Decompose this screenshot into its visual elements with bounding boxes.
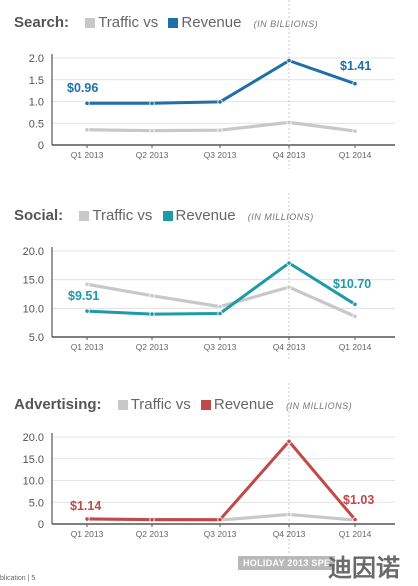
traffic-point xyxy=(217,304,223,310)
x-tick-label: Q4 2013 xyxy=(273,342,306,352)
data-label: $1.41 xyxy=(340,59,371,73)
y-tick-label: 1.0 xyxy=(29,97,44,109)
revenue-legend-label: Revenue xyxy=(213,396,274,413)
revenue-swatch xyxy=(168,18,179,28)
revenue-point xyxy=(352,301,358,307)
revenue-point xyxy=(84,516,90,522)
x-tick-label: Q2 2013 xyxy=(136,342,169,352)
traffic-swatch xyxy=(117,400,128,410)
x-tick-label: Q3 2013 xyxy=(204,529,237,539)
revenue-legend-label: Revenue xyxy=(175,207,236,224)
revenue-point xyxy=(149,517,155,523)
y-tick-label: 15.0 xyxy=(23,275,44,287)
x-tick-label: Q1 2014 xyxy=(339,342,372,352)
search-title: Search: xyxy=(14,14,70,31)
traffic-legend-label: Traffic vs xyxy=(130,396,191,413)
traffic-swatch xyxy=(85,18,96,28)
y-tick-label: 5.0 xyxy=(29,497,44,509)
revenue-point xyxy=(286,260,292,266)
x-tick-label: Q2 2013 xyxy=(136,529,169,539)
advertising-title: Advertising: xyxy=(14,396,102,413)
x-tick-label: Q2 2013 xyxy=(136,150,169,160)
revenue-point xyxy=(217,517,223,523)
units-label: (IN MILLIONS) xyxy=(247,212,314,222)
revenue-point xyxy=(149,311,155,317)
data-label: $1.14 xyxy=(70,499,101,513)
traffic-point xyxy=(84,281,90,287)
y-tick-label: 0 xyxy=(38,140,44,152)
x-tick-label: Q1 2014 xyxy=(339,150,372,160)
y-tick-label: 1.5 xyxy=(29,75,44,87)
revenue-point xyxy=(286,58,292,64)
search-header: Search: Traffic vs Revenue (IN BILLIONS) xyxy=(14,14,318,31)
search-panel: Search: Traffic vs Revenue (IN BILLIONS)… xyxy=(0,0,418,180)
revenue-point xyxy=(286,438,292,444)
y-tick-label: 0.5 xyxy=(29,118,44,130)
traffic-point xyxy=(352,313,358,319)
revenue-legend-label: Revenue xyxy=(181,14,242,31)
watermark: 迪因诺 xyxy=(328,555,400,582)
revenue-point xyxy=(352,81,358,87)
revenue-point xyxy=(352,516,358,523)
y-tick-label: 20.0 xyxy=(23,432,44,444)
data-label: $1.03 xyxy=(343,493,374,507)
revenue-point xyxy=(84,100,90,106)
y-tick-label: 2.0 xyxy=(29,53,44,65)
footer-badge: HOLIDAY 2013 SPE xyxy=(238,556,336,570)
traffic-point xyxy=(286,119,292,125)
traffic-point xyxy=(149,293,155,299)
revenue-point xyxy=(84,308,90,314)
data-label: $0.96 xyxy=(67,81,98,95)
units-label: (IN BILLIONS) xyxy=(253,19,319,29)
data-label: $10.70 xyxy=(333,277,371,291)
y-tick-label: 10.0 xyxy=(23,476,44,488)
social-chart: 20.0 15.0 10.0 5.0 Q1 2013 Q2 2013 Q3 2013 Q4 2… xyxy=(23,193,395,361)
revenue-point xyxy=(217,310,223,317)
traffic-point xyxy=(84,127,90,133)
x-tick-label: Q4 2013 xyxy=(273,150,306,160)
y-tick-label: 5.0 xyxy=(29,332,44,344)
traffic-point xyxy=(286,511,292,518)
traffic-point xyxy=(149,128,155,134)
traffic-point xyxy=(352,128,358,134)
revenue-point xyxy=(217,99,223,105)
revenue-point xyxy=(149,100,155,106)
traffic-legend-label: Traffic vs xyxy=(92,207,153,224)
footer-publication: blication | 5 xyxy=(0,575,36,582)
traffic-point xyxy=(286,284,292,290)
units-label: (IN MILLIONS) xyxy=(286,401,353,411)
y-tick-label: 10.0 xyxy=(23,303,44,315)
x-tick-label: Q1 2013 xyxy=(71,529,104,539)
x-tick-label: Q1 2013 xyxy=(71,342,104,352)
data-label: $9.51 xyxy=(68,289,99,303)
x-tick-label: Q1 2013 xyxy=(71,150,104,160)
revenue-swatch xyxy=(200,400,211,410)
search-chart: 2.0 1.5 1.0 0.5 0 Q1 2013 Q2 2013 Q3 2013 Q4 201… xyxy=(29,0,395,169)
x-tick-label: Q1 2014 xyxy=(339,529,372,539)
advertising-chart: 20.0 15.0 10.0 5.0 0 Q1 2013 Q2 2013 Q3 2013 Q4 … xyxy=(23,383,395,554)
traffic-legend-label: Traffic vs xyxy=(98,14,159,31)
revenue-swatch xyxy=(162,211,173,221)
advertising-panel: Advertising: Traffic vs Revenue (IN MILL… xyxy=(0,383,418,554)
advertising-header: Advertising: Traffic vs Revenue (IN MILL… xyxy=(14,396,352,413)
y-tick-label: 15.0 xyxy=(23,454,44,466)
x-tick-label: Q4 2013 xyxy=(273,529,306,539)
x-tick-label: Q3 2013 xyxy=(204,342,237,352)
x-tick-label: Q3 2013 xyxy=(204,150,237,160)
traffic-point xyxy=(217,127,223,133)
y-tick-label: 20.0 xyxy=(23,246,44,258)
social-panel: Social: Traffic vs Revenue (IN MILLIONS)… xyxy=(0,193,418,373)
social-title: Social: xyxy=(14,207,64,224)
social-header: Social: Traffic vs Revenue (IN MILLIONS) xyxy=(14,207,314,224)
traffic-swatch xyxy=(79,211,90,221)
y-tick-label: 0 xyxy=(38,519,44,531)
revenue-line xyxy=(85,59,357,105)
